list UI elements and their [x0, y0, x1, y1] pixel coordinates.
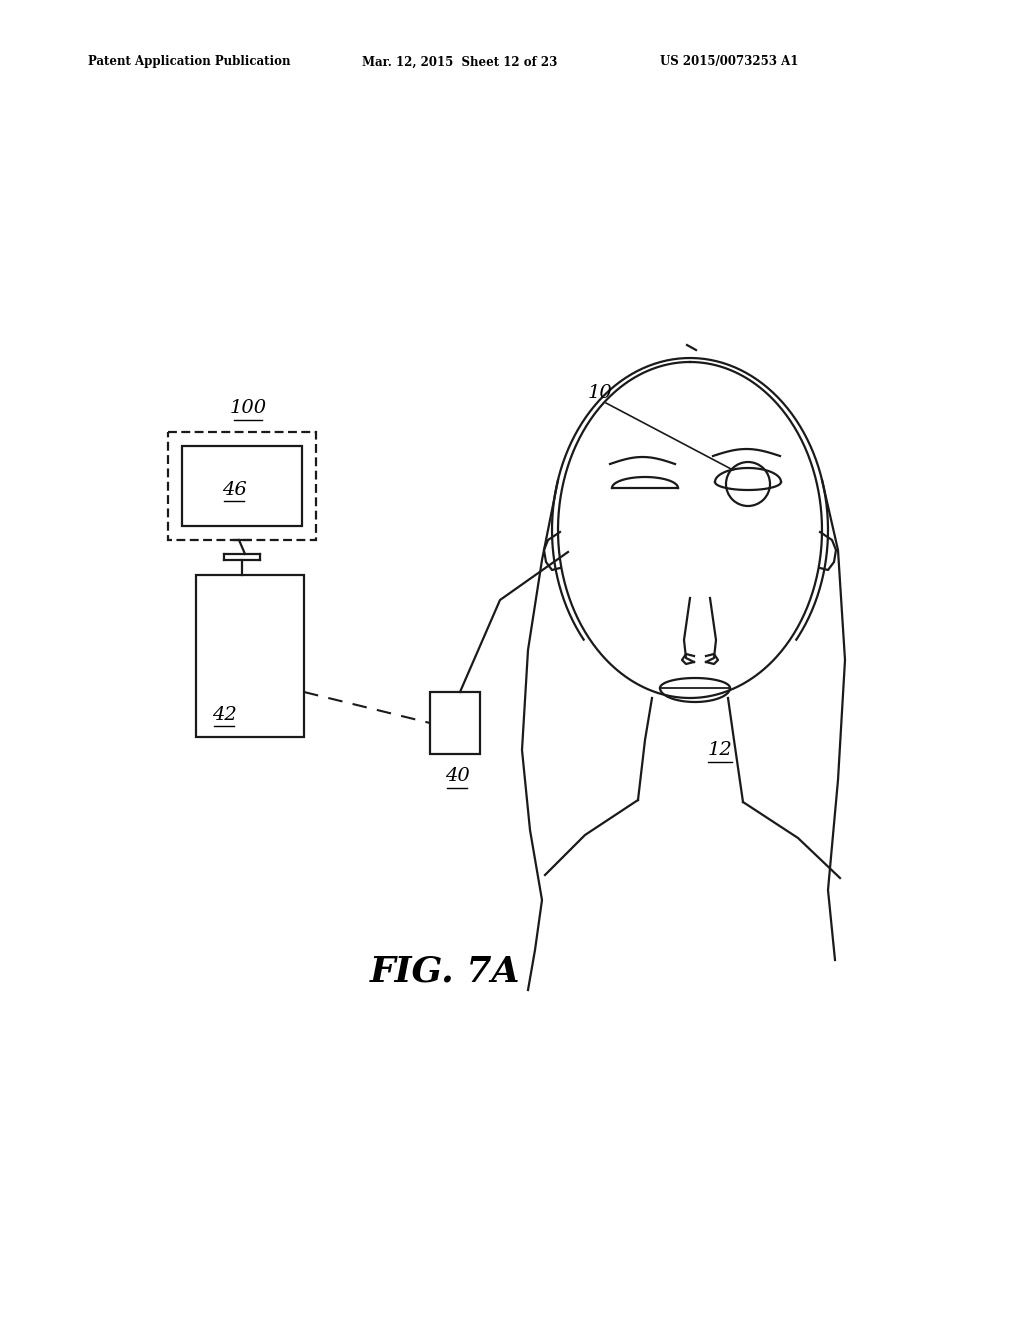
Text: US 2015/0073253 A1: US 2015/0073253 A1 [660, 55, 799, 69]
Text: FIG. 7A: FIG. 7A [370, 954, 520, 989]
Text: 42: 42 [212, 706, 237, 723]
Text: 46: 46 [221, 480, 247, 499]
Text: 12: 12 [708, 741, 732, 759]
Text: Patent Application Publication: Patent Application Publication [88, 55, 291, 69]
Text: 100: 100 [229, 399, 266, 417]
Text: Mar. 12, 2015  Sheet 12 of 23: Mar. 12, 2015 Sheet 12 of 23 [362, 55, 557, 69]
Text: 10: 10 [588, 384, 612, 403]
Text: 40: 40 [444, 767, 469, 785]
